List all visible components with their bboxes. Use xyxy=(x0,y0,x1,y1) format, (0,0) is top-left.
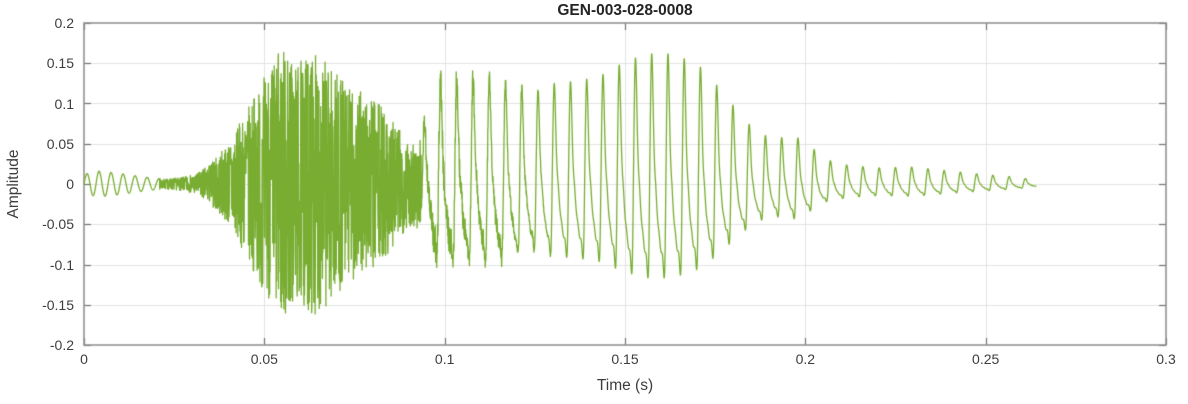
x-tick-label: 0.25 xyxy=(972,351,1000,367)
y-tick-label: 0.05 xyxy=(46,135,74,152)
x-tick-label: 0.05 xyxy=(250,351,278,367)
y-axis-label: Amplitude xyxy=(5,149,22,219)
y-tick-label: -0.05 xyxy=(42,216,74,233)
x-tick-label: 0.15 xyxy=(611,351,639,367)
y-tick-label: 0 xyxy=(66,176,74,192)
x-tick-label: 0 xyxy=(80,351,88,367)
y-tick-label: -0.15 xyxy=(42,296,74,313)
y-tick-label: -0.1 xyxy=(49,256,74,273)
chart-title: GEN-003-028-0008 xyxy=(557,2,693,19)
x-axis-label: Time (s) xyxy=(596,377,654,394)
y-tick-label: 0.2 xyxy=(54,15,74,31)
y-tick-label: 0.15 xyxy=(46,55,74,72)
x-tick-label: 0.3 xyxy=(1156,351,1176,367)
y-tick-label: 0.1 xyxy=(54,95,74,112)
y-tick-label: -0.2 xyxy=(49,337,74,353)
x-tick-label: 0.2 xyxy=(795,351,816,367)
x-tick-label: 0.1 xyxy=(434,351,455,367)
